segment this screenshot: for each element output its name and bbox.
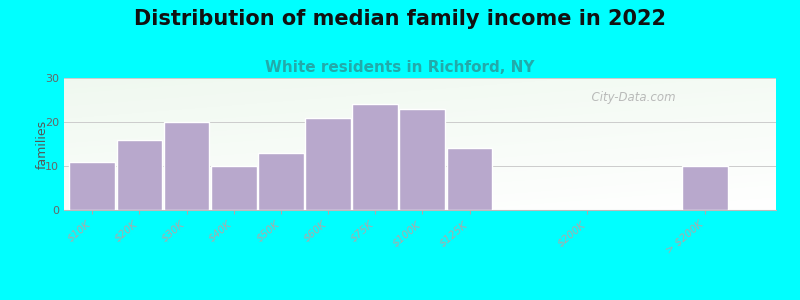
Y-axis label: families: families bbox=[36, 119, 49, 169]
Bar bbox=[305, 118, 351, 210]
Bar bbox=[164, 122, 210, 210]
Bar bbox=[682, 166, 728, 210]
Bar bbox=[352, 104, 398, 210]
Bar bbox=[399, 109, 446, 210]
Bar bbox=[117, 140, 162, 210]
Bar bbox=[446, 148, 492, 210]
Text: White residents in Richford, NY: White residents in Richford, NY bbox=[266, 60, 534, 75]
Bar bbox=[211, 166, 257, 210]
Text: City-Data.com: City-Data.com bbox=[584, 91, 675, 104]
Bar bbox=[70, 162, 115, 210]
Bar bbox=[258, 153, 304, 210]
Text: Distribution of median family income in 2022: Distribution of median family income in … bbox=[134, 9, 666, 29]
